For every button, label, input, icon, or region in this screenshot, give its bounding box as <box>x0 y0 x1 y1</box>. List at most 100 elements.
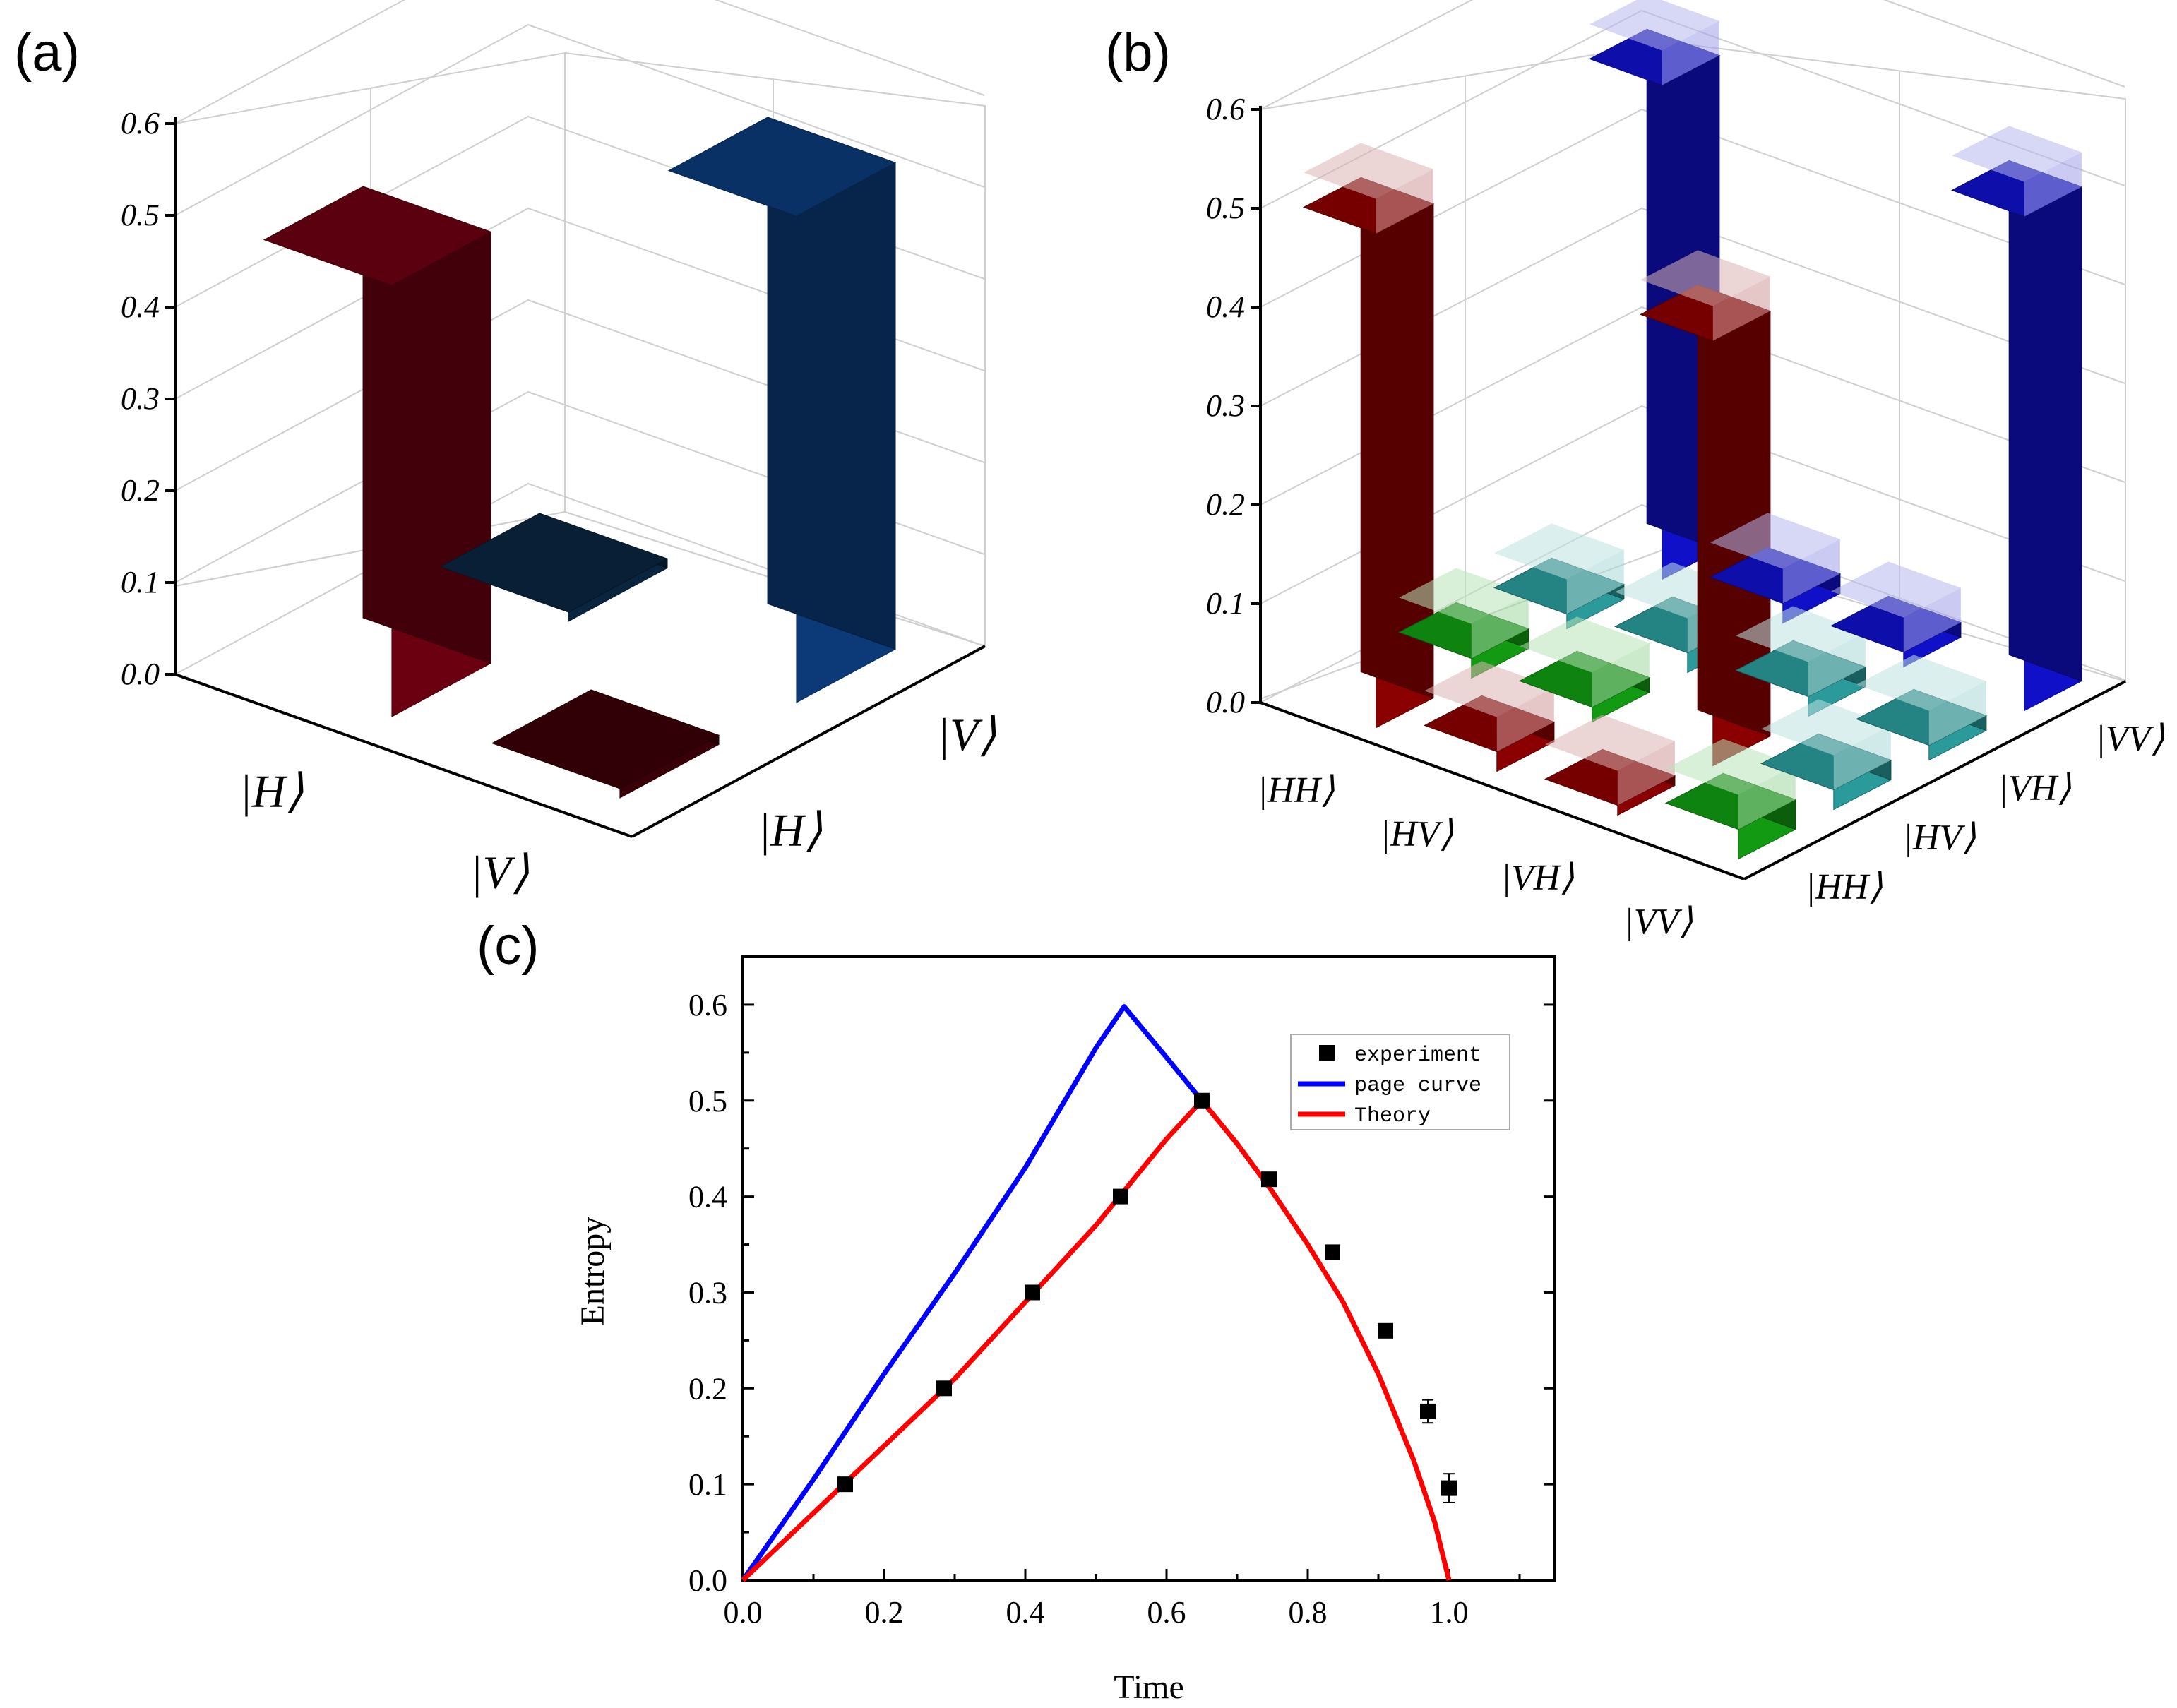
bar-ghost-front <box>1782 539 1840 604</box>
bar-ghost-top <box>1424 661 1554 717</box>
wall-gridline <box>1260 0 2125 110</box>
bar-ghost-front <box>1496 687 1554 752</box>
bar-ghost-top <box>1520 616 1650 673</box>
panel-b-bars <box>1302 0 2083 860</box>
col-label: |V⟩ <box>937 710 996 761</box>
col-label: |H⟩ <box>758 805 823 856</box>
bar-ghost-top <box>1736 606 1866 662</box>
z-tick-label: 0.0 <box>121 657 160 691</box>
bar-|V⟩-|H⟩ <box>491 689 720 799</box>
bar-ghost-front <box>1592 643 1650 707</box>
y-tick-label: 0.1 <box>688 1467 727 1502</box>
series-line-page-curve <box>741 1004 1204 1582</box>
y-tick-label: 0.2 <box>688 1371 727 1406</box>
z-tick-label: 0.6 <box>121 106 160 141</box>
bar-ghost-top <box>1545 715 1675 771</box>
bar-|HH⟩-|HH⟩ <box>1302 143 1435 729</box>
y-tick-label: 0.0 <box>688 1563 727 1598</box>
row-label: |HH⟩ <box>1258 770 1335 811</box>
bar-ghost-front <box>1712 276 1770 341</box>
panel-c-plot: 0.0 0.2 0.4 0.6 0.8 1.00.00.10.20.30.40.50.6 … <box>574 955 1556 1706</box>
bar-ghost-top <box>1710 513 1840 569</box>
bar-|V⟩-|V⟩ <box>667 117 897 703</box>
z-tick-label: 0.6 <box>1206 92 1245 126</box>
row-label: |HV⟩ <box>1380 814 1454 854</box>
legend-experiment-marker <box>1319 1045 1335 1061</box>
bar-|HH⟩-|HV⟩ <box>1397 568 1530 679</box>
experiment-point <box>1325 1244 1340 1260</box>
z-tick-label: 0.3 <box>1206 388 1245 423</box>
bar-ghost-top <box>1589 0 1719 51</box>
bar-ghost-front <box>2024 152 2082 217</box>
z-tick-label: 0.2 <box>121 473 160 508</box>
bar-|HH⟩-|VH⟩ <box>1493 523 1626 630</box>
z-tick-label: 0.2 <box>1206 487 1245 522</box>
bar-ghost-top <box>1952 126 2082 182</box>
panel-a-bars <box>263 117 897 799</box>
bar-ghost-front <box>1903 587 1961 652</box>
bar-ghost-top <box>1666 739 1796 795</box>
experiment-point <box>1113 1188 1128 1205</box>
bar-|VV⟩-|VH⟩ <box>1855 655 1988 761</box>
wall-gridline <box>174 0 985 124</box>
bar-ghost-front <box>1808 632 1866 697</box>
z-tick-label: 0.0 <box>1206 685 1245 719</box>
bar-ghost-front <box>1566 549 1624 614</box>
bar-|VH⟩-|VV⟩ <box>1830 561 1962 668</box>
bar-ghost-top <box>1831 561 1961 618</box>
z-tick-label: 0.4 <box>121 289 160 324</box>
row-label: |VV⟩ <box>1623 902 1693 942</box>
row-label: |H⟩ <box>239 766 304 818</box>
experiment-point <box>1261 1171 1277 1188</box>
panel-c-label: (c) <box>477 916 539 976</box>
bar-ghost-front <box>1471 594 1529 659</box>
bar-ghost-top <box>1640 250 1770 306</box>
bar-face-top <box>439 513 669 613</box>
bar-ghost-top <box>1399 568 1529 624</box>
legend: experiment page curve Theory <box>1290 1034 1510 1130</box>
experiment-point <box>936 1380 952 1397</box>
bar-ghost-front <box>1738 765 1796 830</box>
bar-ghost-top <box>1856 655 1986 711</box>
bar-|VV⟩-|HH⟩ <box>1664 739 1797 860</box>
bar-|H⟩-|H⟩ <box>263 186 492 717</box>
experiment-point <box>1194 1092 1210 1109</box>
experiment-point <box>1420 1403 1436 1419</box>
z-tick-label: 0.5 <box>121 198 160 232</box>
x-tick-label: 0.2 <box>865 1595 904 1630</box>
bar-face-side <box>2008 160 2082 682</box>
bar-ghost-front <box>1617 741 1675 806</box>
bar-|VH⟩-|HH⟩ <box>1544 715 1676 816</box>
col-label: |VH⟩ <box>1998 768 2072 808</box>
experiment-point <box>837 1476 853 1493</box>
bar-ghost-top <box>1304 143 1433 199</box>
z-tick-label: 0.4 <box>1206 289 1245 324</box>
row-label: |VH⟩ <box>1501 858 1575 898</box>
x-tick-label: 0.8 <box>1289 1595 1328 1630</box>
x-axis-label: Time <box>1114 1668 1184 1706</box>
col-label: |VV⟩ <box>2095 719 2164 759</box>
x-tick-label: 1.0 <box>1430 1595 1469 1630</box>
y-axis-label: Entropy <box>574 1217 612 1326</box>
panel-b-z-ticks: 0.0 0.1 0.2 0.3 0.4 0.5 0.6 <box>1206 92 1260 719</box>
z-tick-label: 0.3 <box>121 381 160 416</box>
bar-face-top <box>263 186 492 286</box>
x-tick-label: 0.6 <box>1147 1595 1186 1630</box>
y-tick-label: 0.5 <box>688 1084 727 1118</box>
experiment-point <box>1378 1322 1393 1339</box>
plot-frame <box>741 955 1556 1582</box>
y-tick-label: 0.4 <box>688 1180 727 1214</box>
bar-face-top <box>667 117 897 217</box>
legend-page-curve-label: page curve <box>1354 1074 1481 1098</box>
legend-theory-label: Theory <box>1354 1104 1431 1128</box>
experiment-point <box>1025 1284 1040 1301</box>
experiment-point <box>1441 1480 1457 1496</box>
bar-ghost-front <box>1928 681 1986 746</box>
y-tick-label: 0.3 <box>688 1275 727 1310</box>
bar-ghost-front <box>1376 169 1433 234</box>
bar-ghost-front <box>1833 725 1891 790</box>
bar-|VV⟩-|VV⟩ <box>1950 126 2083 712</box>
panel-b-axis-labels: |HH⟩ |HV⟩ |VH⟩ |VV⟩ |HH⟩ |HV⟩ |VH⟩ |VV⟩ <box>1258 719 2165 942</box>
bar-ghost-top <box>1494 523 1624 580</box>
